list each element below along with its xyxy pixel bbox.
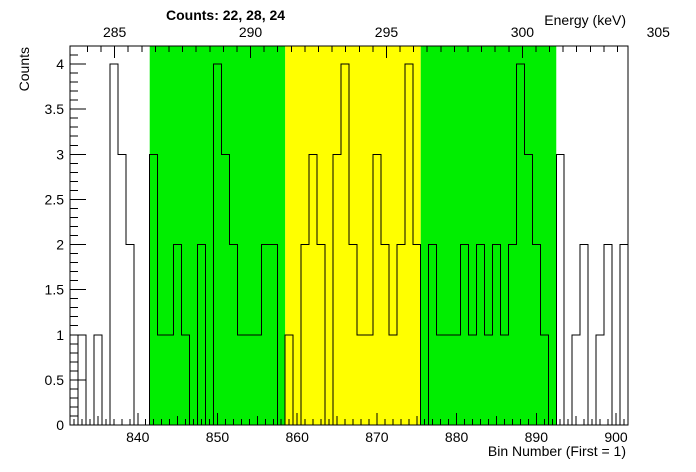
top-tick-label: 305 [647, 24, 671, 40]
y-tick-label: 3 [56, 146, 64, 162]
histogram-series [70, 63, 628, 426]
region-peak [285, 46, 421, 425]
histogram-line [70, 63, 628, 426]
tick-labels: 840 850 860 870 880 890 900 285 290 295 300 305 0 0.5… [45, 24, 671, 445]
y-tick-label: 2.5 [45, 191, 65, 207]
y-tick-label: 0.5 [45, 372, 65, 388]
x-tick-label: 840 [126, 429, 150, 445]
top-tick-label: 290 [239, 24, 263, 40]
x-tick-label: 850 [206, 429, 230, 445]
y-tick-label: 2 [56, 237, 64, 253]
x-tick-label: 860 [286, 429, 310, 445]
axis-ticks [70, 45, 625, 426]
chart-title: Counts: 22, 28, 24 [166, 7, 285, 23]
x-tick-label: 900 [604, 429, 628, 445]
top-tick-label: 285 [103, 24, 127, 40]
y-axis-label: Counts [16, 47, 32, 91]
y-tick-label: 1 [56, 327, 64, 343]
x-axis-label: Bin Number (First = 1) [488, 443, 626, 459]
top-tick-label: 300 [511, 24, 535, 40]
top-tick-label: 295 [375, 24, 399, 40]
top-axis-label: Energy (keV) [544, 12, 626, 28]
highlight-regions [149, 46, 557, 425]
y-tick-label: 4 [56, 56, 64, 72]
x-tick-label: 890 [525, 429, 549, 445]
x-tick-label: 880 [445, 429, 469, 445]
region-right [420, 46, 557, 425]
y-tick-label: 0 [56, 417, 64, 433]
x-tick-label: 870 [365, 429, 389, 445]
region-left [149, 46, 286, 425]
y-tick-label: 1.5 [45, 282, 65, 298]
y-tick-label: 3.5 [45, 101, 65, 117]
